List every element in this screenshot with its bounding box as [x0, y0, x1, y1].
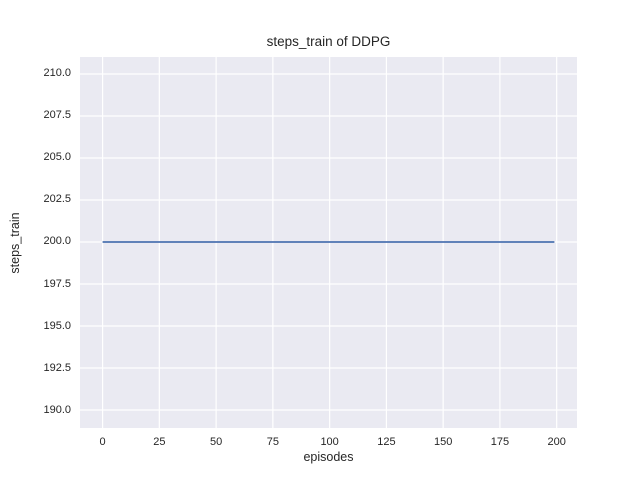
- y-tick-label: 192.5: [43, 361, 71, 374]
- y-tick-label: 190.0: [43, 403, 71, 416]
- y-tick-label: 205.0: [43, 151, 71, 164]
- x-tick-label: 125: [377, 436, 396, 448]
- x-tick-label: 200: [547, 436, 566, 448]
- chart-title: steps_train of DDPG: [266, 34, 391, 49]
- x-tick-label: 175: [490, 436, 510, 448]
- y-axis-label: steps_train: [8, 212, 22, 274]
- y-tick-label: 195.0: [43, 319, 71, 332]
- y-tick-label: 197.5: [43, 277, 71, 290]
- y-tick-label: 207.5: [43, 109, 71, 122]
- x-tick-label: 75: [266, 436, 279, 448]
- y-tick-label: 202.5: [43, 193, 71, 206]
- x-tick-label: 0: [99, 436, 106, 448]
- x-tick-label: 150: [433, 436, 453, 448]
- y-tick-label: 200.0: [43, 235, 71, 248]
- x-tick-label: 25: [153, 436, 166, 448]
- y-tick-label: 210.0: [43, 67, 71, 80]
- x-tick-label: 50: [209, 436, 223, 448]
- x-tick-label: 100: [320, 436, 339, 448]
- x-axis-label: episodes: [303, 450, 354, 464]
